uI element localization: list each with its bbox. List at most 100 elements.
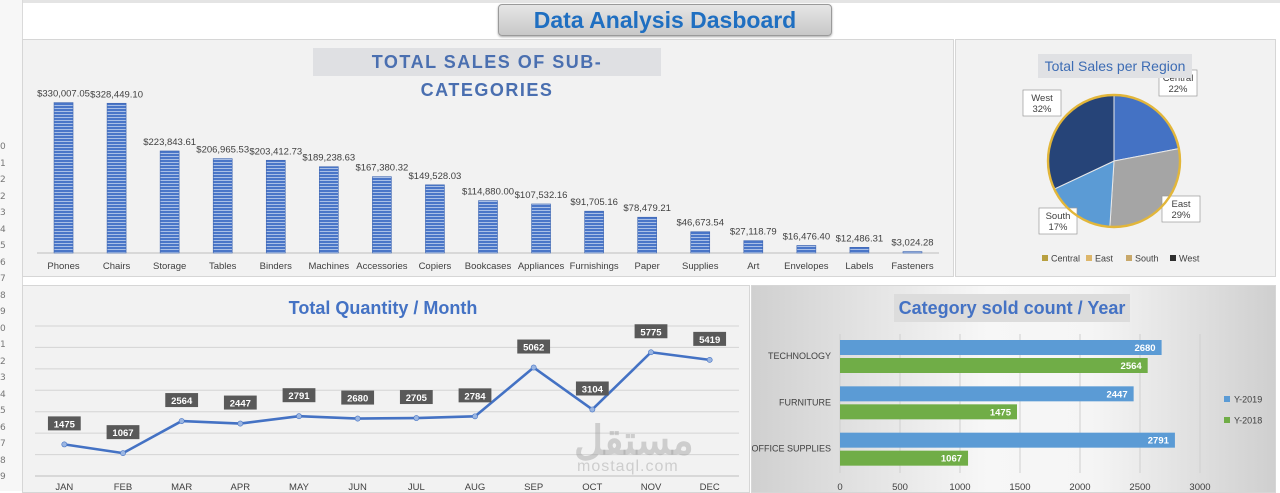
x-tick-label: MAY xyxy=(289,482,310,492)
data-label: $223,843.61 xyxy=(143,137,196,148)
x-tick-label: NOV xyxy=(641,482,662,492)
data-label: $12,486.31 xyxy=(836,233,884,244)
data-label-box xyxy=(341,390,375,405)
x-tick-label: MAR xyxy=(171,482,192,492)
region-sales-title: Total Sales per Region xyxy=(1038,54,1192,78)
x-tick-label: JAN xyxy=(55,482,73,492)
x-tick-label: Paper xyxy=(634,261,659,272)
legend-entry-central: Central xyxy=(1051,254,1080,264)
bar-accessories xyxy=(372,176,392,254)
row-number: 9 xyxy=(0,472,6,482)
window-top-border xyxy=(0,0,1280,3)
data-label: $330,007.05 xyxy=(37,89,90,100)
bar-chairs xyxy=(106,102,127,254)
category-year-chart: 0 500 1000 1500 2000 2500 3000 TECHNOLOGY 2680 25… xyxy=(752,334,1262,492)
x-tick-label: Binders xyxy=(260,261,292,272)
row-number: 4 xyxy=(0,389,6,400)
data-label: $46,673.54 xyxy=(676,218,724,229)
row-number: 1 xyxy=(0,340,6,350)
data-label: 1067 xyxy=(941,454,962,465)
x-tick-label: 0 xyxy=(837,482,842,492)
data-label-box xyxy=(634,324,668,339)
x-tick-label: SEP xyxy=(524,482,543,492)
data-label: $16,476.40 xyxy=(783,231,831,242)
quantity-month-chart: 1475 JAN 1067 FEB 2564 MAR 2447 APR 2791 MAY 2680 J… xyxy=(35,324,739,492)
region-sales-panel: Central 22% East 29% South 17% West 32% Central E… xyxy=(955,39,1276,277)
row-number: 8 xyxy=(0,455,6,466)
slice-label-percent: 29% xyxy=(1171,210,1191,221)
row-number: 4 xyxy=(0,224,6,235)
data-label: 5775 xyxy=(640,327,662,338)
data-label: 2791 xyxy=(1148,436,1170,447)
bar-storage xyxy=(159,150,180,254)
data-label: $167,380.32 xyxy=(355,163,408,174)
slice-label-percent: 17% xyxy=(1048,222,1068,233)
x-tick-label: Furnishings xyxy=(570,261,619,272)
data-label-box xyxy=(517,339,551,354)
x-tick-label: DEC xyxy=(700,482,720,492)
data-label-box xyxy=(106,425,140,440)
legend-swatch-west xyxy=(1170,255,1176,261)
data-label: 1475 xyxy=(990,407,1012,418)
quantity-month-title: Total Quantity / Month xyxy=(288,298,478,318)
data-point xyxy=(648,349,654,356)
data-label-box xyxy=(693,331,727,346)
bar-phones xyxy=(53,102,74,254)
dashboard-title: Data Analysis Dasboard xyxy=(498,4,832,36)
bar-y-2018 xyxy=(840,358,1148,373)
data-point xyxy=(706,356,713,363)
x-tick-label: 2000 xyxy=(1069,482,1090,492)
x-tick-label: Machines xyxy=(308,261,349,272)
row-number: 2 xyxy=(0,175,6,185)
legend-swatch xyxy=(1224,396,1230,402)
data-label: $149,528.03 xyxy=(409,171,462,182)
data-label: $114,880.00 xyxy=(462,187,514,198)
data-label: 2680 xyxy=(347,394,368,405)
data-point xyxy=(296,413,302,420)
bar-y-2019 xyxy=(840,340,1162,355)
data-label: 2564 xyxy=(171,396,193,407)
sales-subcategory-chart: $330,007.05 Phones $328,449.10 Chairs $223,8… xyxy=(37,89,939,272)
bar-y-2018 xyxy=(840,404,1017,420)
data-label-box xyxy=(399,390,433,405)
bar-labels xyxy=(849,247,870,254)
legend-entry: Y-2019 xyxy=(1234,395,1262,405)
pie-outline xyxy=(1046,93,1182,229)
slice-label-percent: 32% xyxy=(1032,104,1052,115)
bar-furnishings xyxy=(584,210,604,254)
data-label-box xyxy=(575,381,609,396)
slice-label-name: West xyxy=(1031,93,1053,104)
bar-fasteners xyxy=(902,251,923,254)
x-tick-label: 2500 xyxy=(1129,482,1150,492)
x-tick-label: JUN xyxy=(348,482,367,492)
data-point xyxy=(589,406,596,413)
legend-swatch-east xyxy=(1086,255,1092,261)
bar-paper xyxy=(637,216,657,254)
x-tick-label: 1000 xyxy=(949,482,970,492)
row-number-column: 0 1 2 2 3 4 5 6 7 8 9 0 1 2 3 4 5 6 7 8 9 xyxy=(0,0,23,491)
x-tick-label: Chairs xyxy=(103,261,131,272)
data-point xyxy=(472,413,478,420)
data-point xyxy=(413,415,420,421)
legend-swatch-south xyxy=(1126,255,1132,261)
row-number: 9 xyxy=(0,307,6,317)
data-point xyxy=(237,420,244,427)
data-point xyxy=(530,364,537,371)
slice-label-name: East xyxy=(1171,199,1190,210)
slice-label-percent: 22% xyxy=(1168,84,1188,95)
data-point xyxy=(61,441,68,448)
x-tick-label: OCT xyxy=(582,482,602,492)
row-number: 2 xyxy=(0,191,6,202)
row-number: 7 xyxy=(0,439,6,449)
quantity-month-panel: 1475 JAN 1067 FEB 2564 MAR 2447 APR 2791 MAY 2680 J… xyxy=(22,285,750,493)
category-year-panel: 0 500 1000 1500 2000 2500 3000 TECHNOLOGY 2680 25… xyxy=(751,285,1276,493)
legend-swatch xyxy=(1224,417,1230,423)
data-label: 1067 xyxy=(112,428,133,439)
legend-entry-west: West xyxy=(1179,254,1200,264)
legend-entry: Y-2018 xyxy=(1234,416,1262,426)
bar-appliances xyxy=(531,203,551,254)
x-tick-label: JUL xyxy=(408,482,425,492)
data-label: 2447 xyxy=(230,399,251,410)
x-tick-label: 500 xyxy=(892,482,908,492)
data-label: 2564 xyxy=(1121,361,1143,372)
